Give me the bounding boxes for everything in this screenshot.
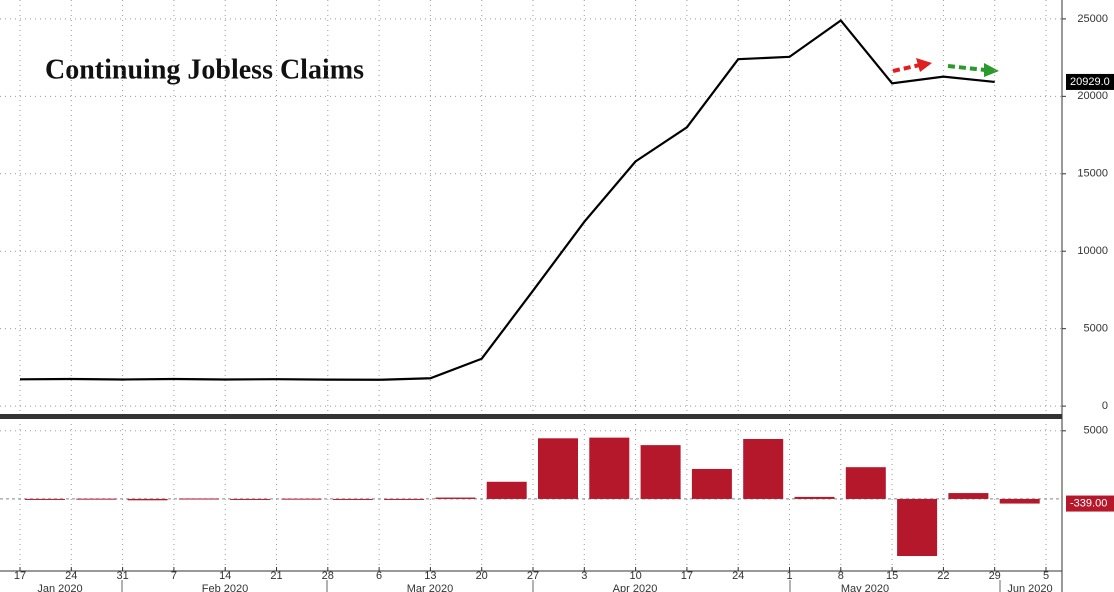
x-tick-label: 17 — [681, 570, 693, 582]
bar — [845, 467, 886, 499]
x-tick-label: 24 — [732, 570, 744, 582]
x-tick-label: 20 — [476, 570, 488, 582]
x-tick-label: 10 — [629, 570, 641, 582]
month-label: Jun 2020 — [1007, 583, 1052, 592]
bar — [691, 468, 732, 499]
x-tick-label: 27 — [527, 570, 539, 582]
arrow-red — [892, 63, 921, 73]
panel-separator — [0, 414, 1062, 419]
chart-title: Continuing Jobless Claims — [45, 54, 364, 85]
y-tick-label: 25000 — [1077, 13, 1108, 25]
bar — [178, 498, 219, 500]
x-tick-label: 22 — [937, 570, 949, 582]
x-tick-label: 24 — [65, 570, 77, 582]
bar — [794, 496, 835, 499]
bar — [230, 498, 271, 500]
bar — [897, 498, 938, 557]
value-label: 20929.0 — [1070, 76, 1110, 88]
value-label: -339.00 — [1070, 497, 1107, 509]
bar — [999, 498, 1040, 504]
x-tick-label: 6 — [376, 570, 382, 582]
y-tick-label: 0 — [1102, 400, 1108, 412]
bar — [486, 481, 527, 499]
x-tick-label: 29 — [989, 570, 1001, 582]
y-tick-label: 5000 — [1084, 323, 1108, 335]
x-tick-label: 21 — [270, 570, 282, 582]
arrow-green-head — [984, 63, 999, 77]
month-label: Jan 2020 — [37, 583, 82, 592]
bar — [127, 498, 168, 501]
x-tick-label: 8 — [838, 570, 844, 582]
bar — [25, 498, 65, 500]
x-tick-label: 17 — [14, 570, 26, 582]
x-tick-label: 15 — [886, 570, 898, 582]
decor-arrows — [892, 58, 999, 77]
x-tick-label: 3 — [581, 570, 587, 582]
arrow-green — [947, 64, 986, 72]
month-label: Feb 2020 — [202, 583, 248, 592]
bar — [281, 498, 322, 500]
month-label: Apr 2020 — [613, 583, 658, 592]
x-tick-label: 13 — [424, 570, 436, 582]
y-tick-label: 5000 — [1084, 425, 1108, 437]
bar — [589, 437, 630, 499]
value-label-box — [1066, 495, 1114, 512]
bar — [384, 498, 425, 500]
month-label: Mar 2020 — [407, 583, 453, 592]
x-tick-label: 1 — [786, 570, 792, 582]
bar — [948, 493, 989, 499]
y-tick-label: 15000 — [1077, 168, 1108, 180]
x-tick-label: 14 — [219, 570, 231, 582]
bar — [332, 498, 373, 500]
bar — [435, 497, 476, 499]
bar — [640, 445, 681, 499]
bar — [538, 438, 578, 499]
x-tick-label: 31 — [116, 570, 128, 582]
bar — [743, 438, 784, 499]
arrow-red-head — [916, 58, 932, 72]
line — [19, 18, 995, 381]
value-label-box — [1066, 73, 1114, 90]
x-tick-label: 5 — [1043, 570, 1049, 582]
y-tick-label: 10000 — [1077, 245, 1108, 257]
x-tick-label: 7 — [171, 570, 177, 582]
bar — [76, 498, 117, 500]
x-tick-label: 28 — [322, 570, 334, 582]
y-tick-label: 20000 — [1077, 90, 1108, 102]
month-label: May 2020 — [841, 583, 889, 592]
